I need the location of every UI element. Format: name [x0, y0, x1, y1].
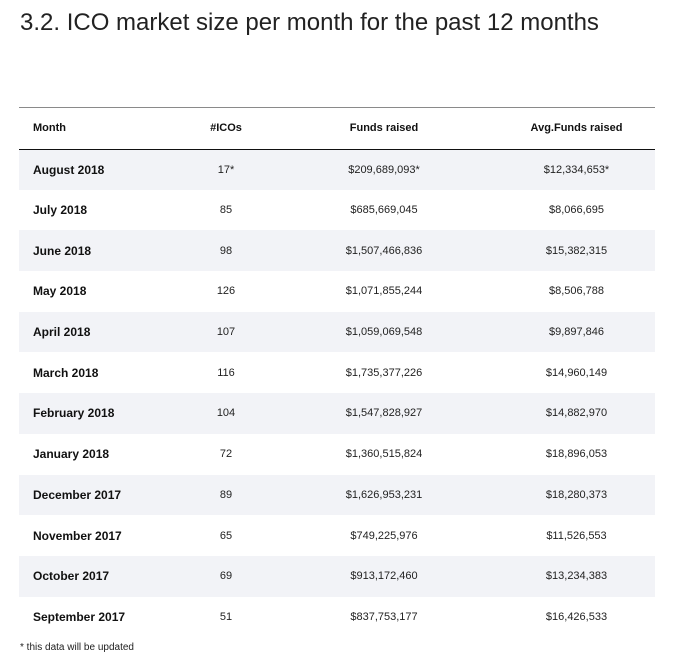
icos-cell: 17*: [217, 163, 235, 176]
avg-funds-raised-cell: $18,896,053: [545, 448, 608, 461]
funds-raised-cell: $209,689,093*: [348, 163, 420, 176]
icos-cell: 72: [219, 448, 233, 461]
avg-funds-raised-cell: $16,426,533: [545, 610, 608, 623]
table-body: August 2018 17* $209,689,093* $12,334,653* J…: [19, 149, 655, 637]
column-header-month: Month: [19, 108, 180, 150]
avg-funds-raised-cell: $12,334,653*: [543, 163, 610, 176]
column-header-icos: #ICOs: [180, 108, 254, 150]
month-cell: July 2018: [33, 203, 88, 218]
table-row: December 2017 89 $1,626,953,231 $18,280,373: [19, 474, 655, 516]
avg-funds-raised-cell: $8,066,695: [548, 204, 605, 217]
icos-cell: 107: [216, 326, 236, 339]
avg-funds-raised-cell: $11,526,553: [546, 529, 607, 542]
footnote: * this data will be updated: [20, 642, 134, 653]
funds-raised-cell: $1,059,069,548: [345, 326, 423, 339]
month-cell: August 2018: [33, 162, 105, 177]
icos-cell: 126: [216, 285, 236, 298]
table-row: October 2017 69 $913,172,460 $13,234,383: [19, 555, 655, 597]
avg-funds-raised-cell: $18,280,373: [545, 488, 608, 501]
month-cell: May 2018: [33, 284, 87, 299]
table-header-row: Month #ICOs Funds raised Avg.Funds raise…: [19, 108, 655, 150]
table-row: September 2017 51 $837,753,177 $16,426,533: [19, 597, 655, 638]
ico-market-table-container: Month #ICOs Funds raised Avg.Funds raise…: [19, 107, 655, 637]
funds-raised-cell: $749,225,976: [350, 529, 418, 542]
icos-cell: 85: [219, 204, 233, 217]
funds-raised-cell: $1,071,855,244: [345, 285, 423, 298]
table-row: May 2018 126 $1,071,855,244 $8,506,788: [19, 271, 655, 312]
funds-raised-cell: $1,626,953,231: [345, 488, 423, 501]
funds-raised-cell: $1,547,828,927: [345, 407, 423, 420]
funds-raised-cell: $685,669,045: [350, 204, 418, 217]
icos-cell: 104: [216, 407, 236, 420]
month-cell: April 2018: [33, 325, 91, 340]
avg-funds-raised-cell: $14,960,149: [545, 366, 608, 379]
table-row: August 2018 17* $209,689,093* $12,334,653*: [19, 149, 655, 190]
funds-raised-cell: $1,360,515,824: [345, 448, 423, 461]
table-row: November 2017 65 $749,225,976 $11,526,553: [19, 515, 655, 556]
table-row: July 2018 85 $685,669,045 $8,066,695: [19, 190, 655, 231]
funds-raised-cell: $1,735,377,226: [345, 366, 423, 379]
avg-funds-raised-cell: $14,882,970: [545, 407, 608, 420]
month-cell: September 2017: [33, 609, 126, 624]
month-cell: December 2017: [33, 487, 122, 502]
month-cell: November 2017: [33, 528, 122, 543]
month-cell: June 2018: [33, 243, 92, 258]
avg-funds-raised-cell: $15,382,315: [545, 244, 608, 257]
icos-cell: 51: [219, 610, 233, 623]
table-row: January 2018 72 $1,360,515,824 $18,896,053: [19, 434, 655, 475]
icos-cell: 116: [217, 366, 235, 379]
icos-cell: 69: [219, 570, 233, 583]
column-header-avg-funds-raised: Avg.Funds raised: [484, 108, 655, 150]
table-header: Month #ICOs Funds raised Avg.Funds raise…: [19, 108, 655, 150]
funds-raised-cell: $1,507,466,836: [345, 244, 423, 257]
table-row: April 2018 107 $1,059,069,548 $9,897,846: [19, 311, 655, 353]
ico-market-table: Month #ICOs Funds raised Avg.Funds raise…: [19, 108, 655, 637]
month-cell: February 2018: [33, 406, 115, 421]
table-row: March 2018 116 $1,735,377,226 $14,960,149: [19, 352, 655, 393]
funds-raised-cell: $837,753,177: [350, 610, 418, 623]
month-cell: October 2017: [33, 569, 110, 584]
icos-cell: 65: [219, 529, 233, 542]
avg-funds-raised-cell: $8,506,788: [548, 285, 605, 298]
month-cell: March 2018: [33, 365, 99, 380]
icos-cell: 89: [219, 488, 233, 501]
section-heading: 3.2. ICO market size per month for the p…: [20, 9, 599, 36]
funds-raised-cell: $913,172,460: [350, 570, 418, 583]
table-top-rule: [19, 107, 655, 108]
avg-funds-raised-cell: $13,234,383: [545, 570, 608, 583]
table-row: June 2018 98 $1,507,466,836 $15,382,315: [19, 230, 655, 272]
month-cell: January 2018: [33, 447, 110, 462]
table-row: February 2018 104 $1,547,828,927 $14,882,97…: [19, 393, 655, 434]
avg-funds-raised-cell: $9,897,846: [548, 326, 605, 339]
column-header-funds-raised: Funds raised: [254, 108, 484, 150]
icos-cell: 98: [219, 244, 233, 257]
